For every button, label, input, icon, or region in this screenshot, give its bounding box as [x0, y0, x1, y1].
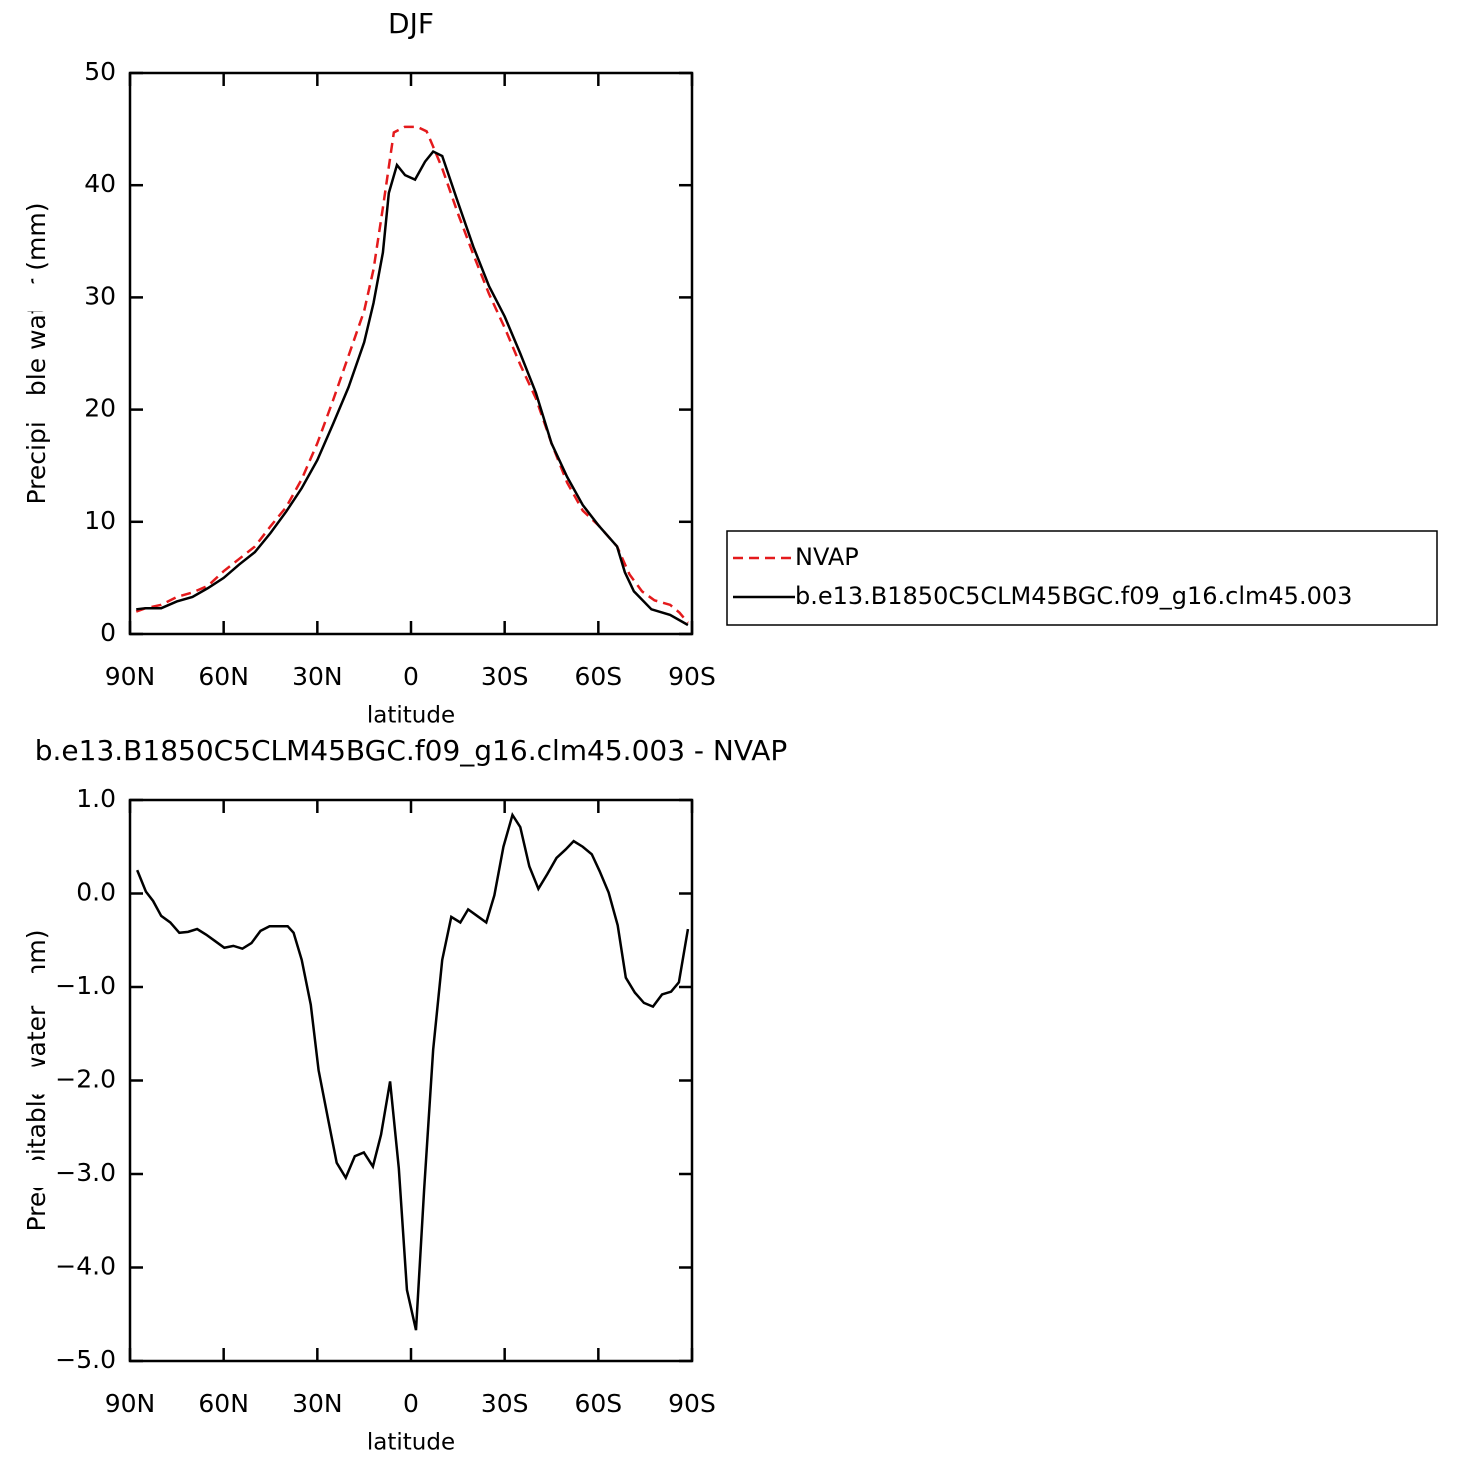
x-tick-label: 60S [574, 1389, 622, 1418]
y-tick-label: 10 [84, 506, 116, 535]
y-tick-label: 30 [84, 281, 116, 310]
y-tick-label-bg [22, 1066, 118, 1095]
y-tick-label: −2.0 [55, 1065, 116, 1094]
chart-title: b.e13.B1850C5CLM45BGC.f09_g16.clm45.003 … [35, 734, 788, 767]
x-tick-label: 30N [292, 662, 343, 691]
legend-label: NVAP [795, 543, 859, 571]
y-tick-label: 20 [84, 394, 116, 423]
data-line [135, 125, 689, 624]
x-axis-label: latitude [367, 1430, 455, 1456]
x-tick-label: 60N [198, 1389, 249, 1418]
x-tick-label: 60S [574, 662, 622, 691]
y-tick-label: 40 [84, 169, 116, 198]
plot-frame [128, 798, 694, 1363]
y-tick-label: −1.0 [55, 971, 116, 1000]
x-tick-label: 0 [403, 1389, 419, 1418]
y-tick-label-bg [22, 1253, 118, 1282]
plot-frame [128, 71, 694, 636]
y-tick-label: 0 [100, 618, 116, 647]
y-tick-label-bg [22, 507, 118, 536]
y-tick-label: −4.0 [55, 1252, 116, 1281]
y-tick-label-bg [22, 620, 118, 648]
y-tick-label: 50 [84, 57, 116, 86]
y-tick-label-bg [22, 395, 118, 424]
x-tick-label: 30N [292, 1389, 343, 1418]
x-axis-label: latitude [367, 703, 455, 729]
data-line [136, 811, 690, 1331]
x-tick-label: 90N [105, 1389, 156, 1418]
x-tick-label: 90S [668, 662, 716, 691]
x-tick-label: 30S [481, 1389, 529, 1418]
y-tick-label-bg [22, 1347, 118, 1375]
legend-label: b.e13.B1850C5CLM45BGC.f09_g16.clm45.003 [795, 582, 1352, 610]
y-tick-label: 1.0 [76, 784, 116, 813]
legend-box [726, 530, 1438, 626]
y-tick-label-bg [22, 59, 118, 87]
data-line [136, 149, 689, 627]
x-tick-label: 90N [105, 662, 156, 691]
y-tick-label-bg [22, 283, 118, 312]
y-axis-label: Precipitable water (mm) [22, 203, 51, 505]
x-tick-label: 0 [403, 662, 419, 691]
y-tick-label-bg [22, 1160, 118, 1188]
chart-title: DJF [388, 7, 434, 40]
y-tick-label: 0.0 [76, 878, 116, 907]
y-tick-label-bg [22, 786, 118, 814]
y-tick-label: −5.0 [55, 1345, 116, 1374]
y-tick-label-bg [22, 879, 118, 908]
x-tick-label: 60N [198, 662, 249, 691]
x-tick-label: 30S [481, 662, 529, 691]
y-tick-label-bg [22, 973, 118, 1001]
x-tick-label: 90S [668, 1389, 716, 1418]
y-tick-label-bg [22, 171, 118, 200]
y-tick-label: −3.0 [55, 1158, 116, 1187]
